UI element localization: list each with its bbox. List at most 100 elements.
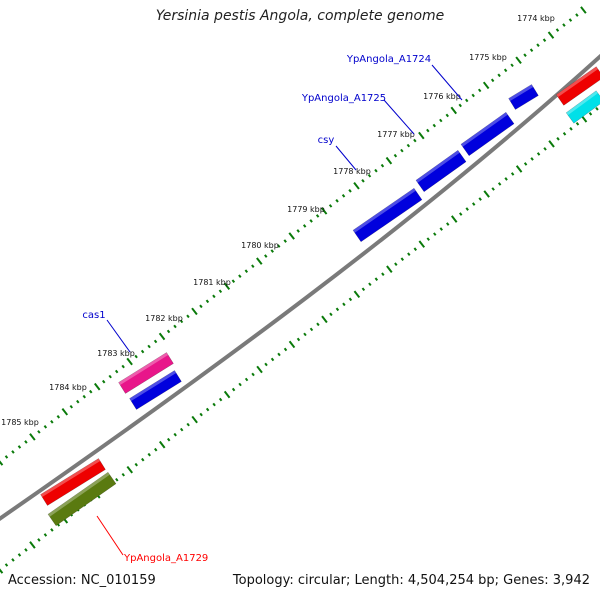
outer-ruler-tick: [0, 460, 4, 466]
outer-ruler-tick: [191, 307, 198, 316]
inner-ruler-tick: [191, 415, 198, 424]
inner-ruler-tick: [316, 322, 320, 327]
inner-ruler-tick: [264, 362, 268, 367]
outer-ruler-tick: [93, 382, 101, 391]
inner-ruler-tick: [321, 315, 328, 324]
outer-ruler-tick: [179, 319, 184, 324]
outer-ruler-tick: [555, 28, 560, 32]
inner-ruler-tick: [575, 122, 580, 126]
outer-ruler-tick: [199, 304, 203, 309]
outer-ruler-tick: [490, 78, 495, 83]
inner-ruler-tick: [588, 111, 593, 116]
inner-ruler-tick: [342, 302, 346, 307]
gene-blue-small-block: [508, 84, 539, 110]
gene-YpAngola_A1724-block-highlight: [460, 112, 508, 147]
outer-ruler: [0, 6, 587, 466]
inner-ruler-tick: [491, 187, 495, 191]
inner-ruler-tick: [43, 533, 48, 537]
outer-ruler-tick: [497, 73, 501, 78]
ruler-label: 1785 kbp: [1, 418, 39, 427]
outer-ruler-tick: [212, 294, 216, 299]
outer-ruler-tick: [568, 18, 573, 22]
gene-csy-block-highlight: [353, 188, 416, 233]
gene-cyan-edge-block-highlight: [566, 90, 598, 116]
inner-ruler-tick: [303, 332, 307, 337]
gene-red-block-highlight: [40, 458, 101, 498]
outer-ruler-tick: [477, 88, 482, 93]
gene-cas1-block: [118, 352, 174, 394]
ruler-label: 1781 kbp: [193, 278, 231, 287]
gene-label: YpAngola_A1725: [301, 93, 386, 104]
outer-ruler-tick: [231, 279, 236, 284]
inner-ruler-tick: [433, 232, 437, 236]
outer-ruler-tick: [29, 433, 36, 441]
outer-ruler-tick: [134, 354, 138, 359]
inner-ruler-tick: [11, 558, 15, 562]
outer-ruler-tick: [186, 314, 190, 319]
inner-ruler-tick: [238, 382, 242, 387]
gene-blue-small-block-highlight: [508, 84, 534, 102]
outer-ruler-tick: [223, 282, 231, 291]
outer-ruler-tick: [283, 239, 287, 243]
outer-ruler-tick: [536, 43, 540, 47]
inner-ruler-tick: [0, 568, 4, 574]
outer-ruler-tick: [385, 156, 393, 165]
inner-ruler-tick: [24, 548, 28, 552]
accession-label: Accession: NC_010159: [8, 573, 156, 588]
inner-ruler-tick: [510, 172, 515, 176]
inner-ruler-tick: [147, 452, 151, 457]
inner-ruler-tick: [497, 182, 502, 186]
gene-label: csy: [318, 135, 335, 146]
outer-ruler-tick: [102, 379, 106, 384]
outer-ruler-tick: [361, 178, 365, 183]
gene-blue-cas2-block: [129, 370, 182, 410]
inner-ruler-tick: [562, 132, 567, 136]
outer-ruler-tick: [302, 224, 307, 228]
gene-YpAngola_A1724-block: [460, 111, 515, 157]
outer-ruler-tick: [108, 374, 112, 379]
page-title: Yersinia pestis Angola, complete genome: [155, 8, 445, 24]
inner-ruler-tick: [256, 365, 263, 374]
outer-ruler-tick: [529, 48, 534, 52]
inner-ruler-tick: [483, 190, 490, 198]
outer-ruler-tick: [458, 103, 462, 108]
backbone-line: [0, 53, 600, 521]
gene-red-edge-block: [555, 66, 600, 106]
gene-label: YpAngola_A1729: [123, 553, 208, 564]
gene-blue-cas2-block-highlight: [129, 370, 177, 402]
inner-ruler-tick: [329, 312, 333, 317]
outer-ruler-tick: [439, 118, 443, 123]
outer-ruler-tick: [482, 81, 490, 90]
outer-ruler-tick: [328, 204, 333, 208]
outer-ruler-tick: [393, 153, 398, 158]
inner-ruler-tick: [115, 477, 119, 482]
outer-ruler-tick: [173, 324, 177, 329]
inner-ruler-tick: [504, 177, 508, 181]
inner-ruler-tick: [158, 440, 166, 449]
inner-ruler-tick: [361, 287, 366, 292]
inner-ruler-tick: [134, 462, 138, 467]
outer-ruler-tick: [126, 357, 133, 366]
gene-YpAngola_A1729-block: [47, 471, 117, 527]
outer-ruler-tick: [465, 98, 469, 103]
inner-ruler-tick: [400, 257, 405, 261]
inner-ruler-tick: [126, 465, 134, 474]
outer-ruler-tick: [426, 128, 430, 133]
ruler-label: 1784 kbp: [49, 383, 87, 392]
gene-YpAngola_A1725-block-highlight: [415, 150, 460, 183]
outer-ruler-tick: [17, 445, 22, 449]
gene-YpAngola_A1725-block: [415, 149, 467, 193]
outer-ruler-tick: [147, 344, 151, 349]
inner-ruler-tick: [459, 212, 463, 216]
inner-ruler-tick: [418, 240, 426, 248]
outer-ruler-tick: [69, 404, 74, 409]
outer-ruler-tick: [24, 440, 28, 444]
inner-ruler-tick: [29, 541, 36, 549]
ruler-label: 1777 kbp: [377, 130, 415, 139]
outer-ruler-tick: [114, 369, 119, 374]
outer-ruler-tick: [121, 364, 125, 369]
inner-ruler-tick: [218, 397, 223, 402]
outer-ruler-tick: [348, 189, 352, 193]
outer-ruler-tick: [277, 244, 281, 248]
gene-label: cas1: [82, 310, 105, 321]
